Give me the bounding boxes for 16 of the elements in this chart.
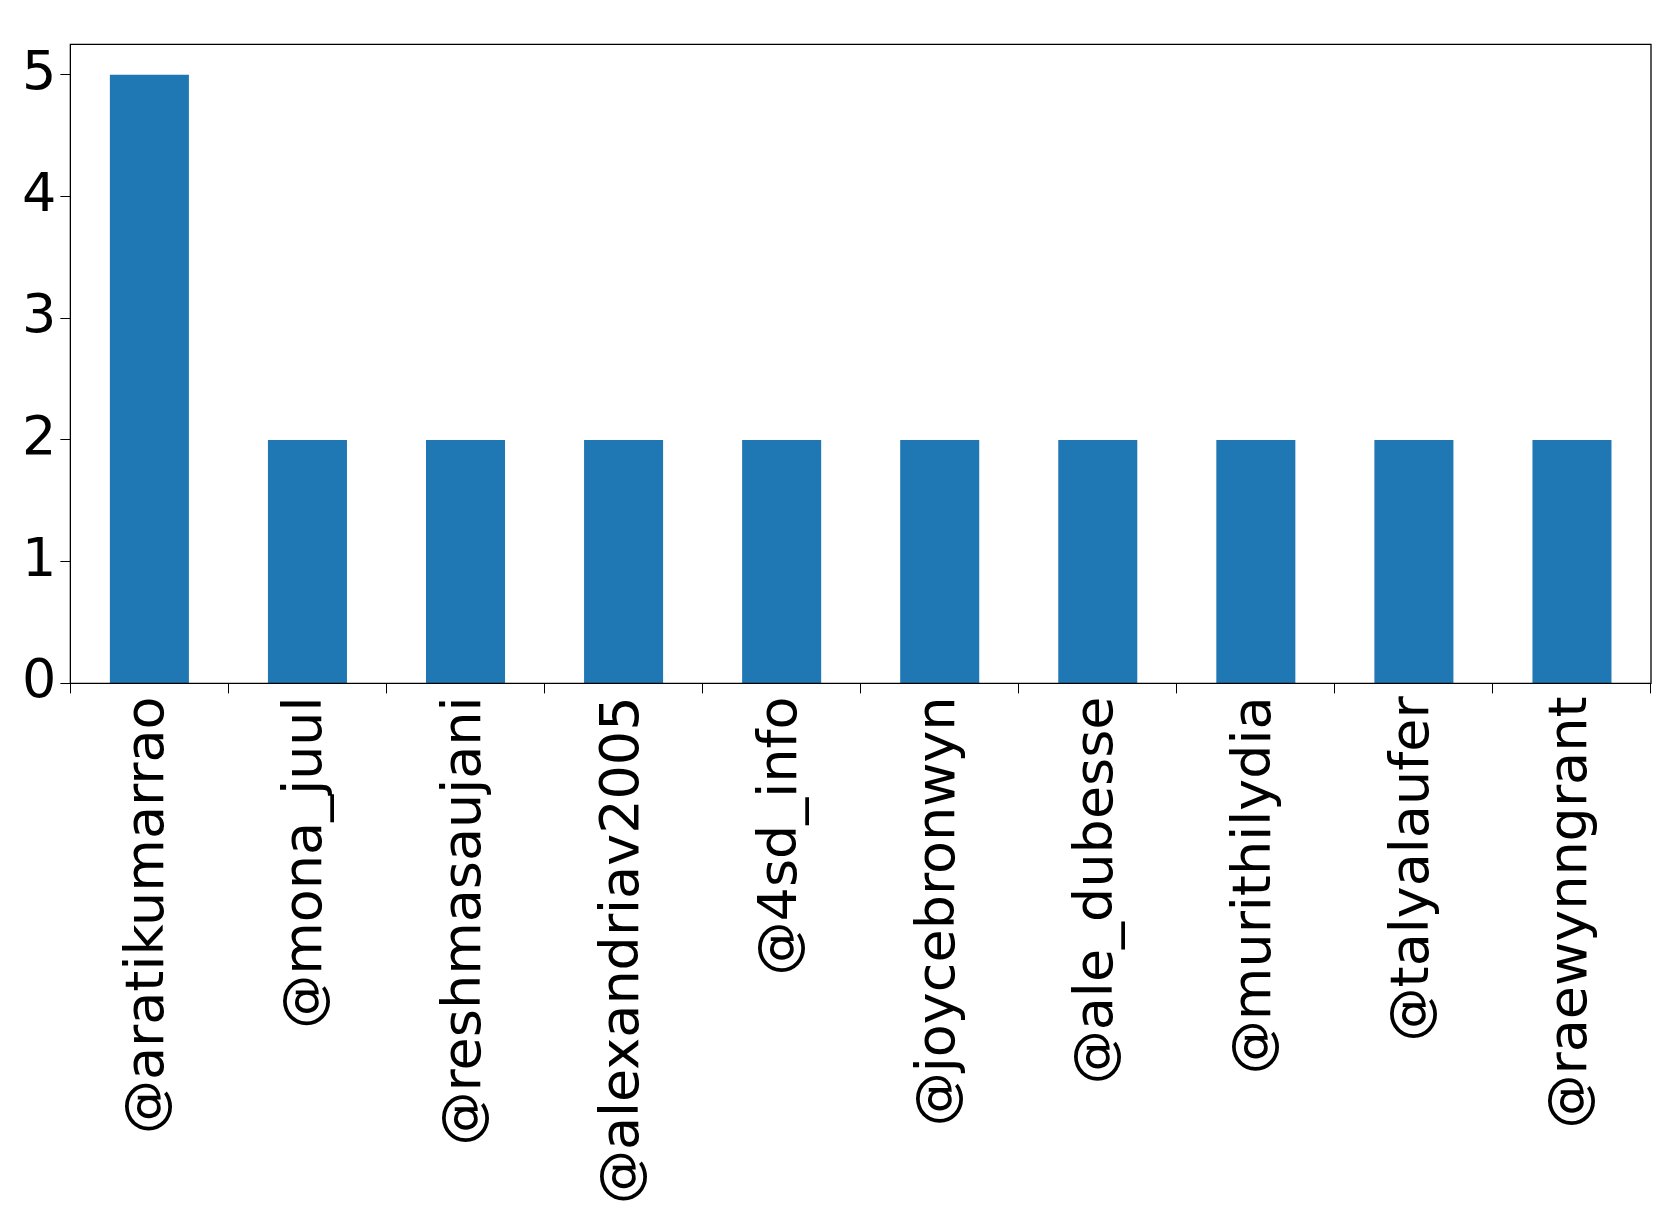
x-tick-label: @mona_juul	[271, 696, 335, 1029]
x-tick-label: @ale_dubesse	[1061, 696, 1125, 1085]
y-tick-label: 2	[22, 404, 57, 468]
x-tick-label: @murithilydia	[1219, 696, 1283, 1075]
x-tick-label: @raewynngrant	[1536, 696, 1599, 1129]
y-tick-label: 4	[22, 160, 57, 224]
x-tick-label: @joycebronwyn	[903, 696, 967, 1127]
y-tick-label: 0	[22, 647, 57, 711]
y-tick-label: 5	[22, 38, 57, 102]
y-tick-label: 1	[22, 525, 57, 589]
x-tick-label: @4sd_info	[745, 696, 809, 976]
y-tick-label: 3	[22, 282, 57, 346]
x-tick-label: @aratikumarrao	[113, 696, 177, 1135]
x-tick-label: @alexandriav2005	[587, 696, 651, 1205]
x-tick-label: @reshmasaujani	[429, 696, 493, 1146]
x-tick-label: @talyalaufer	[1377, 695, 1441, 1042]
